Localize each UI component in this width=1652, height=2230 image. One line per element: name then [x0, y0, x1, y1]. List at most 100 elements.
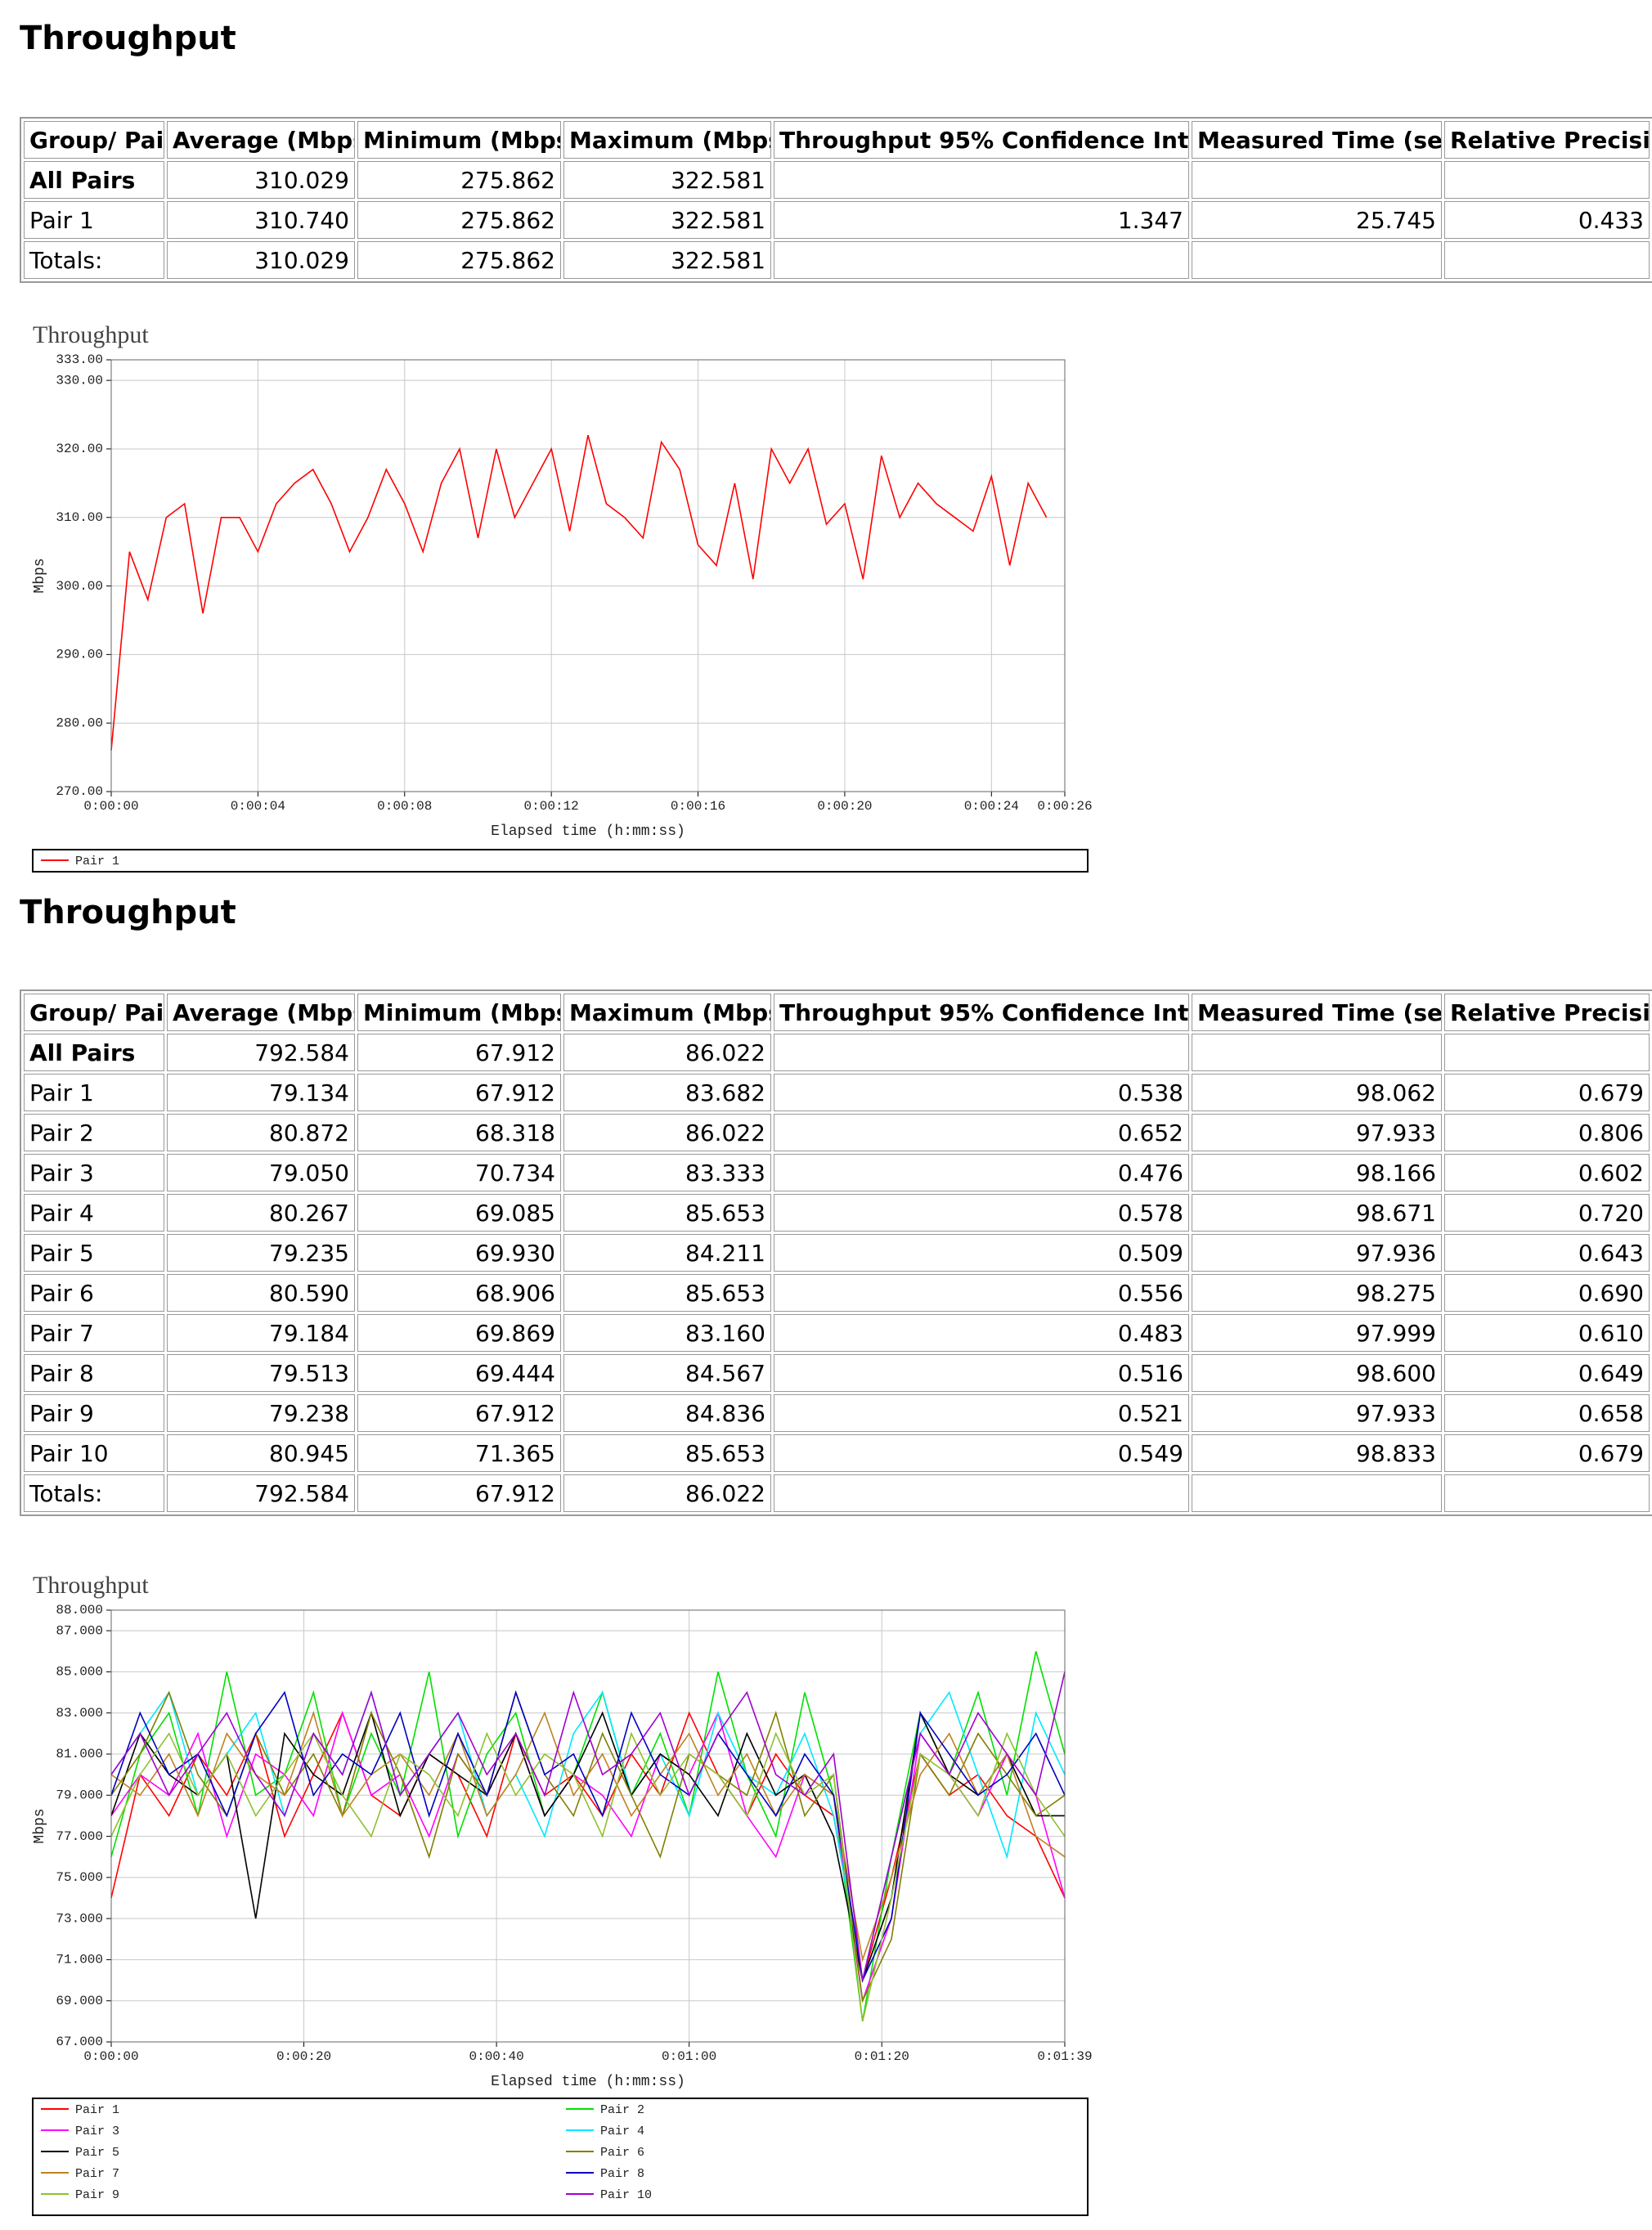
- header-cell: Average (Mbps): [167, 121, 355, 159]
- table-cell: Totals:: [24, 241, 164, 279]
- y-tick-label: 87.000: [56, 1623, 103, 1638]
- legend-label: Pair 6: [600, 2146, 644, 2160]
- table-cell: 97.933: [1192, 1114, 1442, 1151]
- table-cell: 0.679: [1444, 1074, 1650, 1111]
- header-cell: Throughput 95% Confidence Interval: [774, 994, 1189, 1031]
- table-cell: 0.643: [1444, 1234, 1650, 1272]
- table-cell: [774, 1474, 1189, 1512]
- table-cell: Pair 6: [24, 1274, 164, 1312]
- table-cell: 83.682: [563, 1074, 771, 1111]
- table-cell: Pair 1: [24, 1074, 164, 1111]
- header-cell: Group/ Pair: [24, 121, 164, 159]
- table-cell: 70.734: [357, 1154, 561, 1191]
- x-tick-label: 0:00:16: [671, 799, 725, 814]
- table-cell: 98.166: [1192, 1154, 1442, 1191]
- table-cell: 0.483: [774, 1314, 1189, 1352]
- table-cell: 0.476: [774, 1154, 1189, 1191]
- table-cell: [774, 1034, 1189, 1071]
- y-tick-label: 77.000: [56, 1829, 103, 1844]
- table-cell: 275.862: [357, 161, 561, 199]
- table-cell: 98.671: [1192, 1194, 1442, 1232]
- table-cell: Pair 5: [24, 1234, 164, 1272]
- table-cell: 85.653: [563, 1434, 771, 1472]
- table-cell: 69.869: [357, 1314, 561, 1352]
- y-tick-label: 333.00: [56, 352, 103, 367]
- table-cell: [774, 161, 1189, 199]
- table-cell: Pair 7: [24, 1314, 164, 1352]
- table-cell: 98.833: [1192, 1434, 1442, 1472]
- series-line: [110, 1671, 1066, 1981]
- table-cell: 0.652: [774, 1114, 1189, 1151]
- table-cell: 98.062: [1192, 1074, 1442, 1111]
- y-tick-label: 83.000: [56, 1706, 103, 1721]
- table-cell: 84.211: [563, 1234, 771, 1272]
- series-line: [110, 434, 1048, 751]
- x-tick-label: 0:00:00: [83, 2049, 138, 2064]
- table-cell: 0.549: [774, 1434, 1189, 1472]
- table-cell: 0.658: [1444, 1394, 1650, 1432]
- table-cell: 1.347: [774, 201, 1189, 239]
- table-cell: 83.333: [563, 1154, 771, 1191]
- table-cell: 71.365: [357, 1434, 561, 1472]
- table-cell: 80.267: [167, 1194, 355, 1232]
- table-cell: 275.862: [357, 241, 561, 279]
- plot-border: [110, 1609, 1066, 2043]
- table-cell: 0.690: [1444, 1274, 1650, 1312]
- plot-area: [110, 1609, 1066, 2043]
- table-cell: Totals:: [24, 1474, 164, 1512]
- table-cell: 80.872: [167, 1114, 355, 1151]
- table-cell: 0.602: [1444, 1154, 1650, 1191]
- table-cell: Pair 3: [24, 1154, 164, 1191]
- table-cell: Pair 1: [24, 201, 164, 239]
- x-tick-label: 0:00:00: [83, 799, 138, 814]
- table-cell: [1192, 1474, 1442, 1512]
- table-row: Pair 3 79.050 70.734 83.333 0.476 98.166 0.602: [24, 1154, 1650, 1191]
- table-cell: 69.085: [357, 1194, 561, 1232]
- table-row: Pair 9 79.238 67.912 84.836 0.521 97.933 0.658: [24, 1394, 1650, 1432]
- table-cell: Pair 10: [24, 1434, 164, 1472]
- table-cell: [1444, 161, 1650, 199]
- x-axis-label: Elapsed time (h:mm:ss): [491, 823, 685, 840]
- y-tick-label: 300.00: [56, 579, 103, 594]
- table-cell: 25.745: [1192, 201, 1442, 239]
- table-cell: 68.318: [357, 1114, 561, 1151]
- x-tick-label: 0:00:04: [231, 799, 285, 814]
- table-cell: 275.862: [357, 201, 561, 239]
- table-row: Pair 1 79.134 67.912 83.682 0.538 98.062 0.679: [24, 1074, 1650, 1111]
- table-cell: 86.022: [563, 1034, 771, 1071]
- y-tick-label: 67.000: [56, 2035, 103, 2049]
- y-axis-label: Mbps: [32, 558, 48, 593]
- series-line: [110, 1710, 1065, 1983]
- section-heading: Throughput: [20, 20, 236, 57]
- x-tick-label: 0:00:26: [1037, 799, 1092, 814]
- table-row: Pair 2 80.872 68.318 86.022 0.652 97.933 0.806: [24, 1114, 1650, 1151]
- header-cell: Measured Time (secs): [1192, 994, 1442, 1031]
- table-row: Pair 6 80.590 68.906 85.653 0.556 98.275 0.690: [24, 1274, 1650, 1312]
- table-row: Totals: 792.584 67.912 86.022: [24, 1474, 1650, 1512]
- table-cell: 322.581: [563, 161, 771, 199]
- table-cell: 0.610: [1444, 1314, 1650, 1352]
- table-cell: 80.945: [167, 1434, 355, 1472]
- table-cell: 67.912: [357, 1074, 561, 1111]
- table-cell: All Pairs: [24, 1034, 164, 1071]
- header-cell: Relative Precision: [1444, 994, 1650, 1031]
- y-tick-label: 69.000: [56, 1994, 103, 2008]
- y-tick-label: 330.00: [56, 373, 103, 388]
- y-tick-label: 88.000: [56, 1603, 103, 1618]
- table-cell: 792.584: [167, 1034, 355, 1071]
- plot-border: [110, 359, 1066, 792]
- table-cell: 792.584: [167, 1474, 355, 1512]
- series-line: [110, 1689, 1066, 1983]
- legend-label: Pair 2: [600, 2103, 644, 2117]
- table-cell: 83.160: [563, 1314, 771, 1352]
- table-cell: 79.184: [167, 1314, 355, 1352]
- table-cell: 79.238: [167, 1394, 355, 1432]
- table-cell: 69.444: [357, 1354, 561, 1392]
- plot-area: [110, 359, 1066, 792]
- chart: Throughput 67.000 69.000 71.000 73.000 75.000…: [32, 1572, 1093, 2216]
- table-cell: Pair 4: [24, 1194, 164, 1232]
- table-cell: 0.556: [774, 1274, 1189, 1312]
- y-tick-label: 85.000: [56, 1665, 103, 1680]
